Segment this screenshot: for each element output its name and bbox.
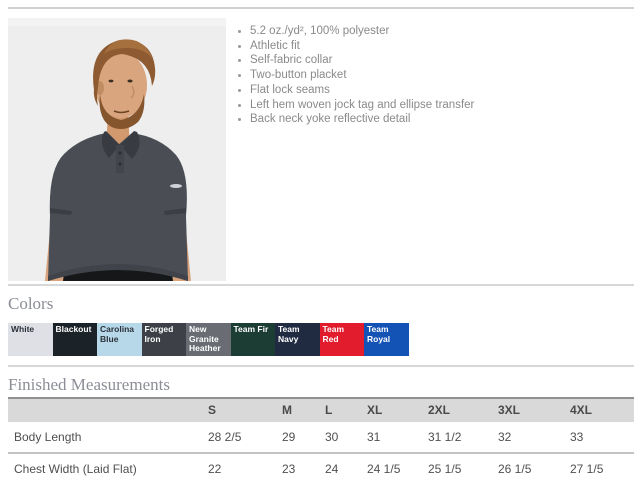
measurements-heading: Finished Measurements xyxy=(8,375,170,394)
color-swatch-team-red[interactable]: Team Red xyxy=(319,323,364,356)
size-header-4xl: 4XL xyxy=(570,403,593,417)
swatch-label: Team Royal xyxy=(367,324,391,344)
feature-item: Back neck yoke reflective detail xyxy=(250,112,474,127)
product-photo xyxy=(8,18,226,281)
cell: 23 xyxy=(282,462,296,476)
swatch-label: Carolina Blue xyxy=(100,324,135,344)
cell: 22 xyxy=(208,462,222,476)
cell: 25 1/5 xyxy=(428,462,462,476)
top-divider xyxy=(8,7,634,9)
color-swatch-forged-iron[interactable]: Forged Iron xyxy=(141,323,186,356)
colors-heading: Colors xyxy=(8,294,54,313)
color-swatch-white[interactable]: White xyxy=(8,323,53,356)
size-header-blank xyxy=(8,398,208,422)
cell: 27 1/5 xyxy=(570,462,604,476)
size-header-s: S xyxy=(208,403,217,417)
color-swatch-new-granite-heather[interactable]: New Granite Heather xyxy=(186,323,231,356)
swatch-label: White xyxy=(11,324,35,334)
swatch-label: New Granite Heather xyxy=(189,324,221,353)
cell: 29 xyxy=(282,430,296,444)
cell: 31 1/2 xyxy=(428,430,462,444)
feature-item: Flat lock seams xyxy=(250,83,474,98)
swatch-label: Team Fir xyxy=(233,324,269,334)
table-row-chest-width: Chest Width (Laid Flat) 22 23 24 24 1/5 … xyxy=(8,453,634,484)
cell: 31 xyxy=(367,430,381,444)
color-swatch-team-fir[interactable]: Team Fir xyxy=(230,323,275,356)
model-illustration xyxy=(8,18,226,281)
size-header-xl: XL xyxy=(367,403,383,417)
cell: 33 xyxy=(570,430,584,444)
swatch-label: Blackout xyxy=(55,324,92,334)
color-swatch-blackout[interactable]: Blackout xyxy=(52,323,97,356)
swatch-label: Team Navy xyxy=(278,324,300,344)
section-divider xyxy=(8,365,634,367)
color-swatch-list: White Blackout Carolina Blue Forged Iron… xyxy=(8,323,634,356)
cell: 30 xyxy=(325,430,339,444)
size-header-row: S M L XL 2XL 3XL 4XL xyxy=(8,398,634,422)
feature-item: Two-button placket xyxy=(250,68,474,83)
row-label: Chest Width (Laid Flat) xyxy=(14,462,137,476)
swatch-label: Team Red xyxy=(322,324,345,344)
size-header-3xl: 3XL xyxy=(498,403,521,417)
feature-item: Self-fabric collar xyxy=(250,53,474,68)
cell: 24 xyxy=(325,462,339,476)
feature-item: 5.2 oz./yd², 100% polyester xyxy=(250,24,474,39)
swatch-label: Forged Iron xyxy=(144,324,174,344)
row-label: Body Length xyxy=(14,430,82,444)
feature-list: 5.2 oz./yd², 100% polyester Athletic fit… xyxy=(226,24,474,281)
color-swatch-carolina-blue[interactable]: Carolina Blue xyxy=(97,323,142,356)
table-row-body-length: Body Length 28 2/5 29 30 31 31 1/2 32 33 xyxy=(8,422,634,453)
section-divider xyxy=(8,284,634,286)
measurements-table: S M L XL 2XL 3XL 4XL Body Length 28 2/5 … xyxy=(8,397,634,484)
size-header-l: L xyxy=(325,403,333,417)
product-detail-page: 5.2 oz./yd², 100% polyester Athletic fit… xyxy=(0,7,642,484)
color-swatch-team-royal[interactable]: Team Royal xyxy=(364,323,409,356)
cell: 28 2/5 xyxy=(208,430,242,444)
color-swatch-team-navy[interactable]: Team Navy xyxy=(275,323,320,356)
feature-item: Left hem woven jock tag and ellipse tran… xyxy=(250,98,474,113)
size-header-m: M xyxy=(282,403,292,417)
feature-item: Athletic fit xyxy=(250,39,474,54)
cell: 24 1/5 xyxy=(367,462,401,476)
product-overview: 5.2 oz./yd², 100% polyester Athletic fit… xyxy=(8,18,634,281)
size-header-2xl: 2XL xyxy=(428,403,451,417)
cell: 26 1/5 xyxy=(498,462,532,476)
cell: 32 xyxy=(498,430,512,444)
